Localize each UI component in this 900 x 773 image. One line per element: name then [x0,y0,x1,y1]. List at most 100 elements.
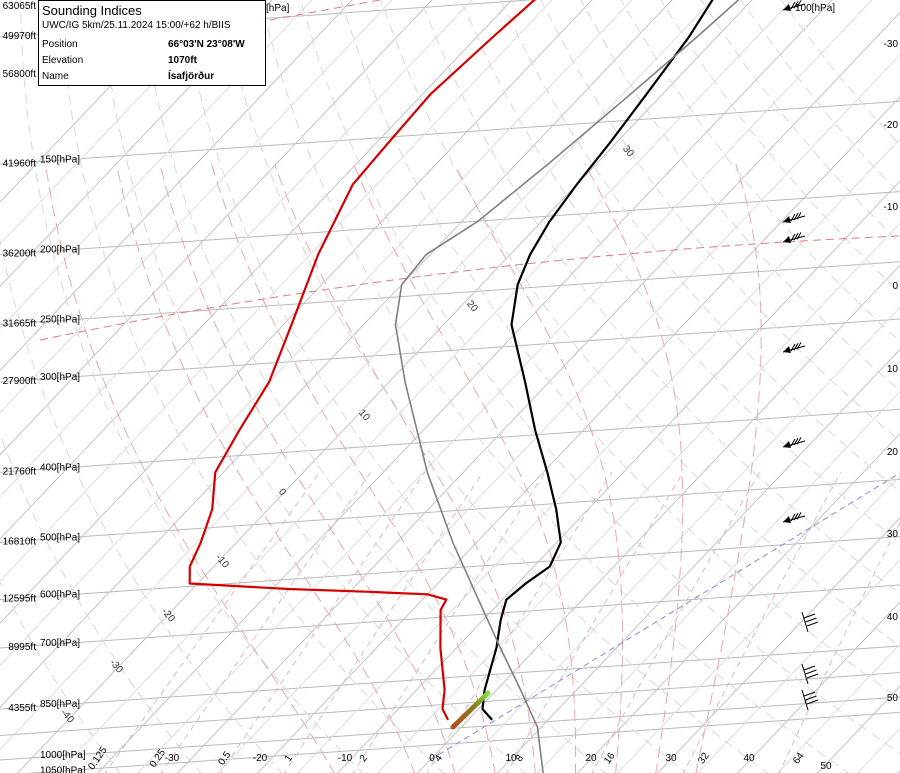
mixing-ratio-tick: 32 [696,750,712,766]
wind-barb [801,663,819,685]
dry-adiabat [580,0,900,392]
isotherm-label: 0 [276,487,288,499]
isotherm-line [856,727,900,773]
mixing-ratio-tick: 1 [283,753,295,764]
right-temp-tick: 40 [887,612,899,623]
wind-barb-feather [805,669,817,675]
isobar-line [0,536,900,601]
wind-barb [782,212,806,223]
wind-barb-feather [796,232,802,240]
wind-barb-pennant [783,4,791,11]
isotherm-line [576,432,900,773]
dry-adiabat [60,0,445,773]
wind-barb-feather [793,232,799,241]
wind-barb-feather [803,691,816,697]
wind-barb-feather [806,699,819,705]
dry-adiabat [620,0,900,343]
right-temp-tick: -20 [884,120,899,131]
isotherm-line [0,0,513,540]
isobar-line [25,711,900,773]
freezing-isotherm [429,472,900,761]
pressure-tick-label: 1050[hPa] [40,765,86,773]
isotherm-line [496,348,900,773]
wind-barb-feather [796,0,802,8]
mixing-ratio-tick: 64 [791,750,807,766]
altitude-tick-label: 63065ft [3,1,37,12]
wind-barb [782,437,806,448]
wind-barb [782,232,806,243]
info-value: 66°03'N 23°08'W [168,38,245,50]
wind-barb-pennant [783,516,791,523]
moist-adiabat [211,164,496,773]
wind-barb-feather [806,621,819,627]
wind-barb-feather [805,695,817,701]
isotherm-line [176,11,900,773]
dry-adiabat [0,237,283,773]
isotherm-line [56,0,793,773]
isobar-line [0,408,900,473]
moist-adiabat [115,164,416,773]
isotherm-line [616,475,900,773]
isotherm-line [0,0,593,624]
dry-adiabat [420,0,900,595]
isotherm-line [0,0,313,330]
mixing-ratio-tick: 4 [433,753,445,764]
wind-barb-feather [793,512,799,521]
top-pressure-label: 100[hPa] [795,3,835,14]
pressure-tick-label: 200[hPa] [40,245,80,256]
moist-adiabat [45,164,335,773]
bottom-temp-tick: 30 [665,753,677,764]
wind-barb-feather [790,513,796,522]
moist-adiabat [454,164,623,773]
right-temp-tick: 10 [887,364,899,375]
pressure-tick-label: 250[hPa] [40,315,80,326]
wind-barb-feather [803,613,816,619]
info-row-position: Position 66°03'N 23°08'W [39,36,265,52]
wind-barb-staff [801,611,809,633]
dry-adiabat [100,0,526,773]
bottom-temp-tick: 50 [820,761,832,772]
wind-barb-pennant [783,441,791,448]
isotherm-line [0,0,713,751]
altitude-tick-label: 56800ft [3,69,37,80]
wind-barb-feather [793,437,799,446]
moist-adiabat [695,164,762,773]
pressure-tick-label: 400[hPa] [40,462,80,473]
pressure-tick-label: 850[hPa] [40,699,80,710]
isotherm-line [416,264,900,773]
dry-adiabat [460,0,900,544]
altitude-tick-label: 12595ft [3,594,37,605]
bottom-temp-tick: -20 [253,753,268,764]
altitude-tick-label: 36200ft [3,249,37,260]
mixing-ratio-tick: 2 [358,753,370,764]
wind-barb-staff [801,663,809,685]
isotherm-line [896,769,900,773]
bottom-temp-tick: -10 [338,753,353,764]
isotherm-line [96,0,833,773]
isotherm-line [136,0,873,773]
wind-barb-feather [790,213,796,222]
wind-barb [782,0,806,11]
wind-barb-feather [793,212,799,221]
altitude-tick-label: 49970ft [3,31,37,42]
wind-barb-feather [793,0,799,9]
wind-barb-feather [790,1,796,10]
wind-barb-feather [790,438,796,447]
dry-adiabat [0,580,121,773]
pressure-tick-label: 500[hPa] [40,532,80,543]
dry-adiabat [540,0,900,442]
altitude-tick-label: 41960ft [3,158,37,169]
tropopause-line [269,0,381,21]
bottom-temp-tick: 20 [585,753,597,764]
bottom-temp-tick: 10 [505,753,517,764]
altitude-tick-label: 16810ft [3,536,37,547]
wind-barb-feather [805,617,817,623]
isotherm-line [296,138,900,773]
tropopause-line [39,235,900,341]
pressure-tick-label: 600[hPa] [40,590,80,601]
wind-barb-pennant [783,346,791,353]
dry-adiabat [19,0,364,773]
isotherm-label: -40 [58,707,76,725]
